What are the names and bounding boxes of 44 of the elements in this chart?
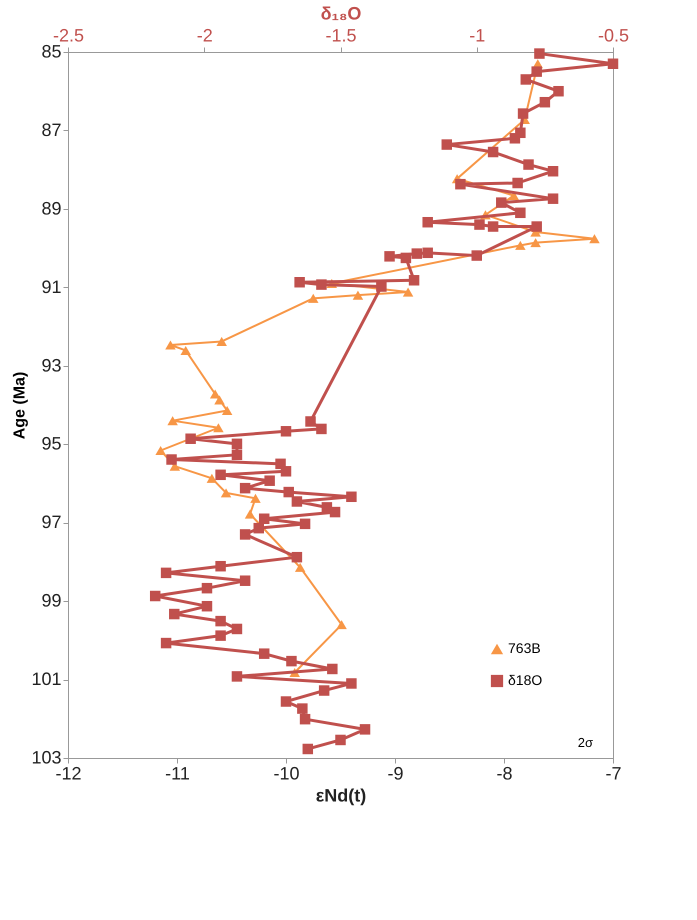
point [222, 406, 232, 416]
point [244, 509, 256, 519]
y-tick-label: 97 [41, 512, 62, 532]
point [294, 562, 306, 572]
x2-tick-label: -1.5 [325, 26, 357, 46]
point [214, 395, 225, 404]
point [352, 290, 364, 300]
x2-tick-label: -2 [196, 26, 213, 46]
annotation: 2σ [578, 735, 593, 750]
x-tick-label: -8 [496, 764, 513, 784]
point [165, 340, 176, 350]
x2-axis-title: δ₁₈O [320, 4, 362, 24]
point [167, 416, 178, 426]
x2-tick-label: -1 [469, 26, 486, 46]
y-tick-label: 95 [41, 434, 62, 454]
x-tick-label: -10 [273, 764, 300, 784]
y-tick-label: 99 [41, 590, 62, 611]
point [530, 238, 541, 248]
point [216, 336, 227, 346]
point [402, 288, 414, 297]
point [336, 620, 347, 630]
x-axis-title: εNd(t) [316, 786, 366, 806]
legend-label: δ18O [508, 672, 542, 688]
x2-tick-label: -0.5 [598, 26, 630, 46]
x-tick-label: -7 [605, 764, 622, 784]
point [589, 234, 600, 244]
y-tick-label: 91 [41, 276, 62, 297]
point [206, 474, 218, 483]
point [250, 494, 261, 503]
point [308, 294, 318, 303]
point [155, 446, 166, 456]
y-tick-label: 89 [41, 198, 62, 218]
y-tick-label: 101 [31, 669, 62, 690]
x-tick-label: -11 [165, 764, 190, 784]
y-axis-title: Age (Ma) [11, 372, 28, 440]
point [213, 423, 224, 432]
y-tick-label: 87 [41, 120, 62, 140]
point [180, 346, 191, 356]
point [210, 389, 220, 399]
y-tick-label: 93 [41, 355, 62, 376]
point [220, 488, 232, 498]
x-tick-label: -9 [387, 764, 404, 784]
legend-label: 763B [508, 640, 541, 656]
point [515, 240, 526, 250]
